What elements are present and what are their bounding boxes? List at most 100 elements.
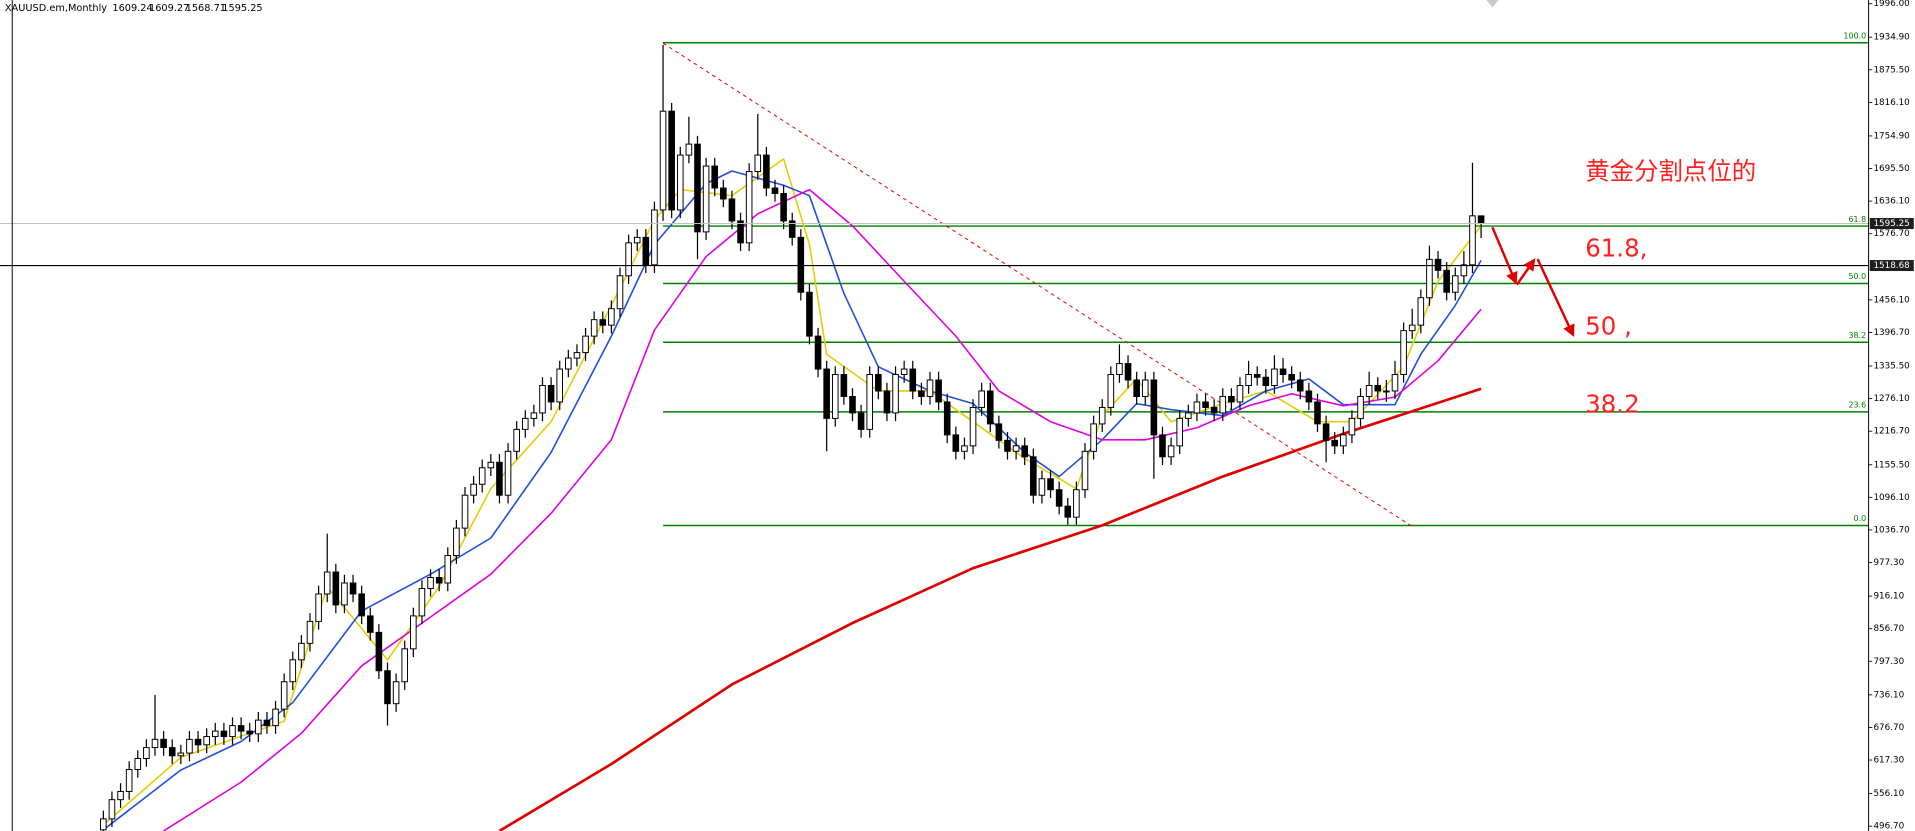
candle-body xyxy=(1090,423,1097,452)
candle-body xyxy=(565,357,572,370)
candle-body xyxy=(1107,374,1115,408)
candle-body xyxy=(384,670,391,705)
candle-body xyxy=(1116,363,1123,376)
candle-body xyxy=(1202,401,1209,408)
candle-body xyxy=(203,736,210,746)
candle-body xyxy=(711,165,719,189)
candle-body xyxy=(143,747,150,760)
candle-body xyxy=(771,187,779,194)
arrow xyxy=(1491,226,1518,285)
fib-label: 61.8 xyxy=(1848,215,1866,224)
candle-body xyxy=(1477,215,1485,225)
candle-body xyxy=(263,719,271,727)
candle-body xyxy=(151,738,159,749)
candle-body xyxy=(737,220,744,244)
candle-body xyxy=(1460,264,1468,277)
candle-body xyxy=(539,385,546,414)
candle-body xyxy=(1012,445,1020,452)
candle-body xyxy=(866,374,874,430)
candle-body xyxy=(401,648,409,683)
candle-body xyxy=(668,110,675,211)
candle-body xyxy=(478,467,486,485)
candle-body xyxy=(1133,379,1140,397)
candle-body xyxy=(530,412,538,419)
ohlc-open: 1609.24 xyxy=(112,3,152,14)
candle-body xyxy=(1383,390,1390,393)
y-tick-label: 1816.10 xyxy=(1873,98,1909,108)
candle-body xyxy=(108,799,116,820)
candle-body xyxy=(590,319,598,337)
candle-body xyxy=(788,220,796,238)
candle-body xyxy=(246,730,254,735)
y-tick-label: 916.10 xyxy=(1873,592,1904,602)
candle-body xyxy=(1038,478,1046,496)
candle-body xyxy=(392,681,400,705)
candle-body xyxy=(763,154,770,189)
candle-body xyxy=(504,450,512,496)
y-tick-label: 1396.70 xyxy=(1873,328,1909,338)
candle-body xyxy=(1357,395,1364,419)
annotation: 50 , xyxy=(1585,312,1632,341)
candle-body xyxy=(1322,423,1330,441)
candle-body xyxy=(1245,374,1252,386)
candle-body xyxy=(1236,385,1244,403)
ohlc-close: 1595.25 xyxy=(222,3,262,14)
candle-body xyxy=(633,236,641,244)
candle-body xyxy=(1279,368,1287,376)
candle-body xyxy=(892,374,899,414)
candle-body xyxy=(659,110,667,211)
candle-body xyxy=(943,401,951,436)
candle-body xyxy=(1073,489,1080,518)
candle-body xyxy=(573,352,581,359)
y-tick-label: 676.70 xyxy=(1873,723,1904,733)
axis-background xyxy=(1868,0,1915,831)
candle-body xyxy=(487,461,495,469)
candle-body xyxy=(1365,385,1373,397)
candle-body xyxy=(1193,401,1201,414)
candle-body xyxy=(1296,379,1304,392)
candle-body xyxy=(168,747,176,757)
candle-body xyxy=(366,615,374,633)
candle-body xyxy=(1124,363,1132,381)
candle-body xyxy=(1159,434,1166,458)
candle-body xyxy=(1176,417,1184,447)
candle-body xyxy=(375,631,383,672)
candle-body xyxy=(341,582,348,606)
candle-body xyxy=(599,319,607,326)
fib-label: 23.6 xyxy=(1848,401,1866,410)
candle-body xyxy=(969,406,977,447)
candle-body xyxy=(1434,258,1442,271)
candle-body xyxy=(177,752,185,757)
candle-body xyxy=(461,494,469,529)
candle-body xyxy=(1081,450,1089,491)
arrow xyxy=(1515,258,1536,286)
candle-body xyxy=(720,187,727,200)
candle-body xyxy=(814,335,822,370)
y-tick-label: 977.30 xyxy=(1873,558,1904,568)
candle-body xyxy=(186,738,193,754)
candle-body xyxy=(280,681,288,710)
candle-body xyxy=(513,428,520,452)
candle-body xyxy=(547,385,555,403)
candle-body xyxy=(1469,215,1476,266)
candle-body xyxy=(1374,385,1382,392)
candle-body xyxy=(1098,406,1106,425)
candle-body xyxy=(728,198,736,222)
y-tick-label: 1875.50 xyxy=(1873,65,1909,75)
candle-body xyxy=(315,593,322,622)
candle-body xyxy=(272,708,279,727)
candle-body xyxy=(1408,324,1416,332)
y-tick-label: 1456.10 xyxy=(1873,295,1909,305)
candle-body xyxy=(211,730,219,738)
candle-body xyxy=(1228,395,1235,403)
candle-body xyxy=(100,818,107,831)
candle-body xyxy=(349,582,357,595)
candle-body xyxy=(1004,439,1011,452)
candle-body xyxy=(831,374,839,419)
crosshair-label-box xyxy=(1869,260,1914,272)
ohlc-high: 1609.27 xyxy=(149,3,189,14)
candle-body xyxy=(651,209,658,266)
y-tick-label: 1996.00 xyxy=(1873,0,1909,9)
